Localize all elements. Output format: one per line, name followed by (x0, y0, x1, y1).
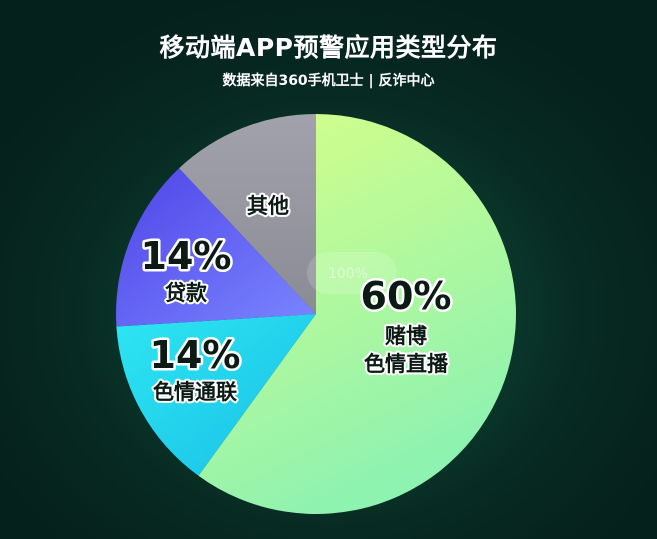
slice-value-label-gambling: 60% (361, 274, 452, 318)
total-indicator: 100% (307, 252, 397, 294)
pie-slice-loan (116, 168, 316, 327)
chart-subtitle: 数据来自360手机卫士 | 反诈中心 (222, 73, 435, 89)
pie-slice-porn (116, 314, 316, 476)
pie-slice-gambling (198, 114, 517, 515)
pie-slice-other (179, 114, 316, 314)
slice-category-label-porn: 色情通联 (153, 380, 237, 404)
slice-value-label-porn: 14% (150, 333, 241, 377)
slice-category-label-gambling: 赌博 (385, 324, 427, 348)
total-pill (307, 252, 397, 294)
chart-title: 移动端APP预警应用类型分布 (159, 33, 498, 62)
total-label: 100% (328, 266, 368, 282)
slice-category-label-loan: 贷款 (165, 281, 208, 305)
slice-category-label-gambling: 色情直播 (364, 352, 449, 376)
slice-value-label-loan: 14% (141, 234, 232, 278)
slice-category-label-other: 其他 (247, 194, 289, 218)
pie-slices (116, 114, 517, 515)
